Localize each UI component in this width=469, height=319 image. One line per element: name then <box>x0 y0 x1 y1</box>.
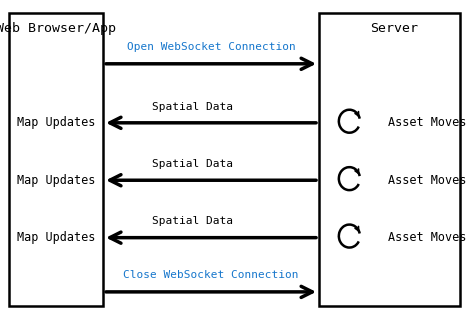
Text: Spatial Data: Spatial Data <box>152 159 233 169</box>
Text: Map Updates: Map Updates <box>17 231 96 244</box>
Text: Web Browser/App: Web Browser/App <box>0 22 116 35</box>
Text: Close WebSocket Connection: Close WebSocket Connection <box>123 270 299 280</box>
Bar <box>9 13 103 306</box>
Bar <box>319 13 460 306</box>
Text: Spatial Data: Spatial Data <box>152 102 233 112</box>
Text: Asset Moves: Asset Moves <box>387 231 466 244</box>
Text: Map Updates: Map Updates <box>17 174 96 187</box>
Text: Open WebSocket Connection: Open WebSocket Connection <box>127 42 295 52</box>
Text: Asset Moves: Asset Moves <box>387 174 466 187</box>
Text: Asset Moves: Asset Moves <box>387 116 466 129</box>
Text: Server: Server <box>370 22 418 35</box>
Text: Spatial Data: Spatial Data <box>152 217 233 226</box>
Text: Map Updates: Map Updates <box>17 116 96 129</box>
